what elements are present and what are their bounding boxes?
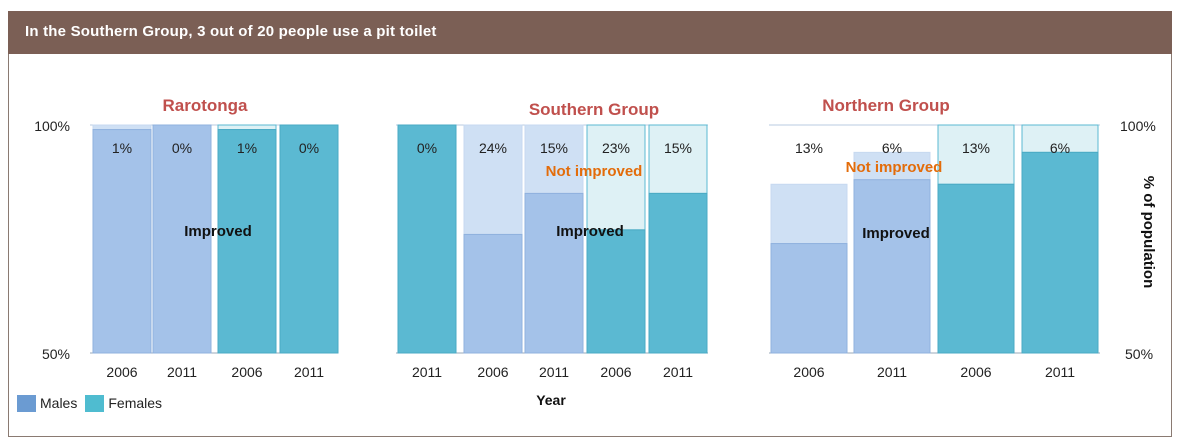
- x-tick-label: 2011: [294, 364, 324, 380]
- legend-swatch-males: [17, 394, 36, 412]
- bar-value-label: 13%: [962, 140, 990, 156]
- y-tick-label-right: 50%: [1125, 346, 1153, 362]
- bar-not-improved: [853, 151, 931, 181]
- bar-value-label: 15%: [540, 140, 568, 156]
- bar-value-label: 0%: [299, 140, 319, 156]
- bar-improved: [92, 129, 152, 354]
- panel-title: Northern Group: [822, 96, 950, 115]
- bar-improved: [1021, 151, 1099, 354]
- annotation-improved: Improved: [184, 223, 252, 240]
- bar-improved: [648, 192, 708, 354]
- bar-value-label: 13%: [795, 140, 823, 156]
- chart-title: In the Southern Group, 3 out of 20 peopl…: [8, 11, 1172, 54]
- annotation-not-improved: Not improved: [846, 159, 943, 176]
- bar-not-improved: [524, 124, 584, 194]
- bar-improved: [463, 233, 523, 354]
- annotation-improved: Improved: [556, 223, 624, 240]
- panel-title: Southern Group: [529, 100, 659, 119]
- bar-value-label: 6%: [1050, 140, 1070, 156]
- bar-improved: [217, 129, 277, 354]
- bar-improved: [152, 124, 212, 354]
- bar-value-label: 0%: [172, 140, 192, 156]
- x-tick-label: 2011: [1045, 364, 1075, 380]
- bar-value-label: 1%: [237, 140, 257, 156]
- annotation-improved: Improved: [862, 225, 930, 242]
- x-tick-label: 2011: [539, 364, 569, 380]
- legend-swatch-females: [85, 394, 105, 412]
- x-tick-label: 2006: [106, 364, 137, 380]
- x-tick-label: 2011: [663, 364, 693, 380]
- annotation-not-improved: Not improved: [546, 163, 643, 180]
- bar-not-improved: [648, 124, 708, 194]
- bar-improved: [524, 192, 584, 354]
- bar-improved: [586, 229, 646, 354]
- x-tick-label: 2006: [793, 364, 824, 380]
- bar-value-label: 23%: [602, 140, 630, 156]
- y-tick-label-left: 50%: [42, 346, 70, 362]
- bar-not-improved: [217, 124, 277, 131]
- x-tick-label: 2006: [477, 364, 508, 380]
- bar-not-improved: [586, 124, 646, 231]
- bar-value-label: 1%: [112, 140, 132, 156]
- bar-value-label: 24%: [479, 140, 507, 156]
- x-tick-label: 2006: [960, 364, 991, 380]
- bar-improved: [770, 243, 848, 354]
- bar-not-improved: [92, 124, 152, 131]
- legend-label-females: Females: [108, 395, 163, 411]
- x-tick-label: 2006: [600, 364, 631, 380]
- bar-not-improved: [463, 124, 523, 235]
- panel-title: Rarotonga: [163, 96, 249, 115]
- bar-improved: [937, 183, 1015, 354]
- x-tick-label: 2011: [167, 364, 197, 380]
- y-tick-label-right: 100%: [1120, 118, 1156, 134]
- y-axis-title: % of population: [1140, 176, 1157, 288]
- legend-label-males: Males: [40, 395, 78, 411]
- x-axis-title: Year: [536, 392, 566, 408]
- bar-improved: [397, 124, 457, 354]
- bar-not-improved: [770, 183, 848, 245]
- x-tick-label: 2006: [231, 364, 262, 380]
- x-tick-label: 2011: [412, 364, 442, 380]
- bar-value-label: 15%: [664, 140, 692, 156]
- bar-improved: [279, 124, 339, 354]
- x-tick-label: 2011: [877, 364, 907, 380]
- bar-value-label: 6%: [882, 140, 902, 156]
- legend: Males Females: [17, 393, 170, 413]
- bar-improved: [853, 179, 931, 354]
- bar-value-label: 0%: [417, 140, 437, 156]
- y-tick-label-left: 100%: [34, 118, 70, 134]
